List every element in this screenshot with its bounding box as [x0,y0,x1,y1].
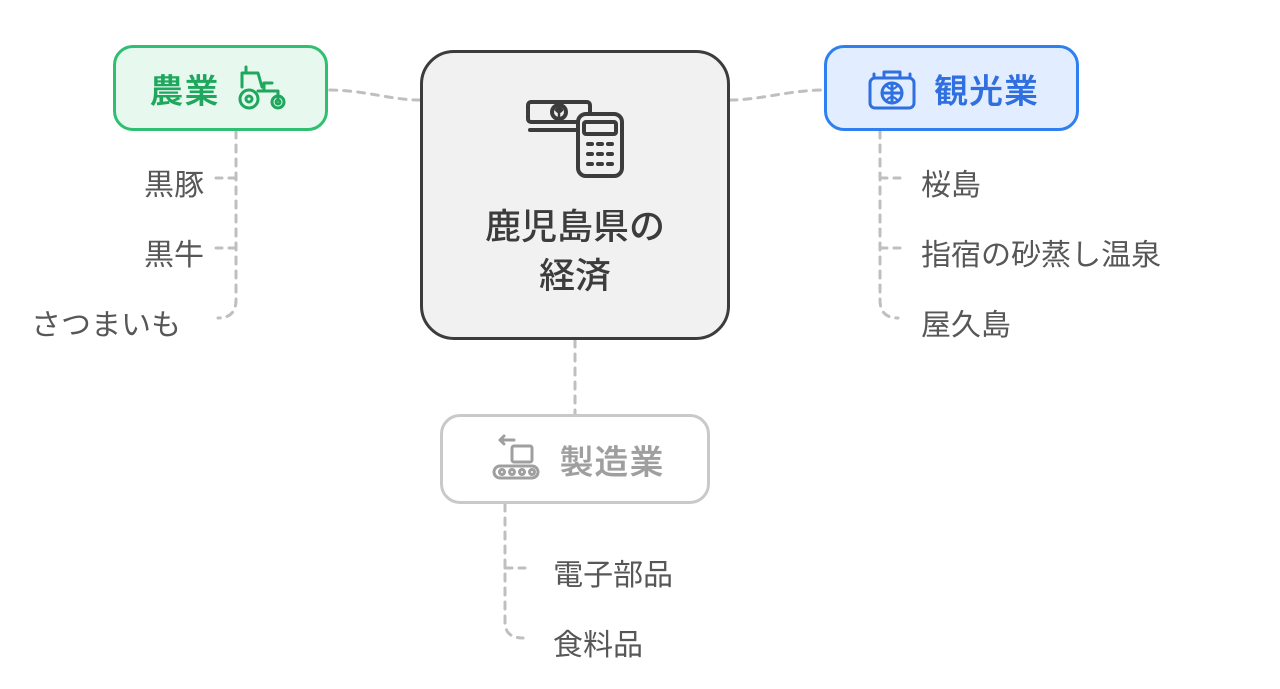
leaf-tour-2: 屋久島 [921,300,1011,344]
mindmap-stage: 鹿児島県の 経済 農業 [0,0,1280,689]
money-calculator-icon [520,92,630,180]
leaf-tour-1: 指宿の砂蒸し温泉 [921,230,1161,274]
branch-agriculture: 農業 [113,45,328,131]
leaf-agri-2: さつまいも [31,300,181,344]
tourism-label: 観光業 [934,64,1039,113]
branch-tourism: 観光業 [824,45,1079,131]
tractor-icon [234,65,292,111]
agriculture-label: 農業 [150,64,220,113]
center-title-line2: 経済 [539,247,611,299]
branch-manufacturing: 製造業 [440,414,710,504]
leaf-agri-0: 黒豚 [144,160,204,204]
center-node: 鹿児島県の 経済 [420,50,730,340]
leaf-manu-0: 電子部品 [553,550,673,594]
leaf-agri-1: 黒牛 [144,230,204,274]
globe-suitcase-icon [864,64,920,112]
leaf-tour-0: 桜島 [921,160,981,204]
factory-conveyor-icon [486,434,546,484]
manufacturing-label: 製造業 [560,435,665,484]
center-title-line1: 鹿児島県の [485,198,665,250]
center-title: 鹿児島県の 経済 [485,200,665,297]
leaf-manu-1: 食料品 [553,620,643,664]
